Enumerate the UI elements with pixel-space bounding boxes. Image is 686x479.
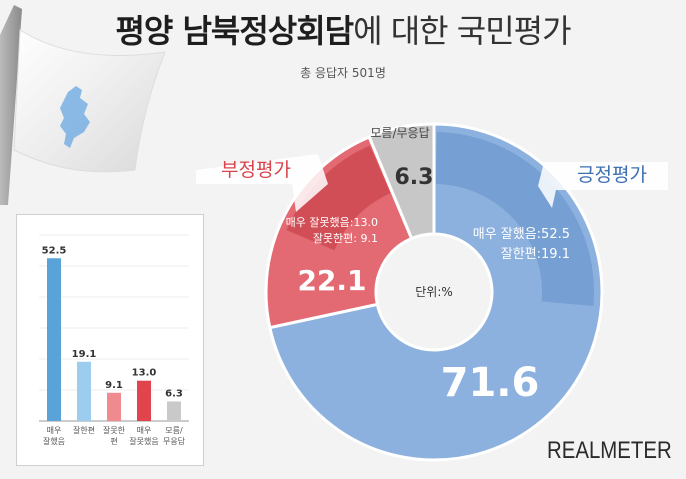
detail-negative-2: 잘못한편: 9.1 [313,232,378,245]
label-unknown: 모름/무응답 [370,126,429,140]
korean-peninsula-shape [60,86,90,148]
category-label: 잘했음 [43,436,65,446]
unification-flag-image [0,5,166,205]
callout-positive [538,162,668,208]
page-subtitle: 총 응답자 501명 [300,66,386,80]
category-label: 잘한편 [73,425,95,435]
label-negative: 부정평가 [221,159,291,181]
title-bold: 평양 남북정상회담 [115,12,354,50]
detail-bar-chart: 52.5매우잘했음19.1잘한편9.1잘못한편13.0매우잘못했음6.3모름/무… [39,234,189,446]
slice-value-unknown: 6.3 [395,165,434,190]
bar-value-label: 52.5 [42,245,67,256]
title-rest: 에 대한 국민평가 [353,12,571,50]
donut-hole [380,238,488,346]
unit-label: 단위:% [415,285,453,299]
brand-logo: REALMETER [547,437,672,464]
flag-pole [0,5,22,205]
category-label: 매우 [47,426,62,435]
detail-positive-1: 매우 잘했음:52.5 [473,226,570,242]
bar-value-label: 6.3 [165,388,183,399]
bar [167,401,181,421]
bar-value-label: 9.1 [105,380,123,391]
category-label: 모름/ [165,426,183,435]
category-label: 잘못한 [103,426,126,435]
category-label: 잘못했음 [129,436,158,446]
detail-positive-2: 잘한편:19.1 [501,247,570,262]
category-label: 편 [110,436,117,446]
bar [137,380,151,421]
detail-bar-chart-panel: 52.5 매우 잘했음 19.1 잘한편 9.1 잘못한 편 13.0 매우 잘못했음 6.3 모름/무… [16,214,204,466]
bar-value-label: 13.0 [132,368,157,379]
page-title: 평양 남북정상회담에 대한 국민평가 [0,6,686,52]
detail-negative-1: 매우 잘못했음:13.0 [286,216,378,229]
bar [107,392,121,421]
detail-band-positive [435,132,595,306]
label-positive: 긍정평가 [577,164,647,186]
bar [47,258,61,421]
slice-value-negative: 22.1 [297,264,366,297]
category-label: 무응답 [163,436,186,446]
callout-negative [196,154,328,212]
slice-value-positive: 71.6 [441,360,540,406]
flag-cloth [13,29,166,173]
category-label: 매우 [137,426,152,435]
detail-band-negative [286,145,391,251]
pie-slice-unknown [367,122,436,241]
bar [77,361,91,421]
bar-value-label: 19.1 [72,349,97,360]
